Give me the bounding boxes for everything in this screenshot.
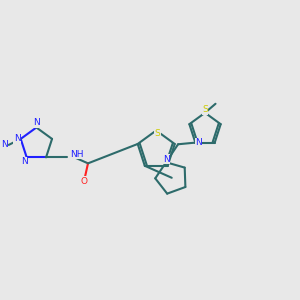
Text: N: N bbox=[21, 157, 28, 166]
Text: O: O bbox=[80, 177, 87, 186]
Text: S: S bbox=[155, 129, 161, 138]
Text: N: N bbox=[163, 155, 170, 164]
Text: N: N bbox=[195, 138, 202, 147]
Text: N: N bbox=[33, 118, 40, 127]
Text: NH: NH bbox=[70, 150, 83, 159]
Text: N: N bbox=[14, 134, 20, 143]
Text: N: N bbox=[1, 140, 8, 149]
Text: S: S bbox=[202, 105, 208, 114]
